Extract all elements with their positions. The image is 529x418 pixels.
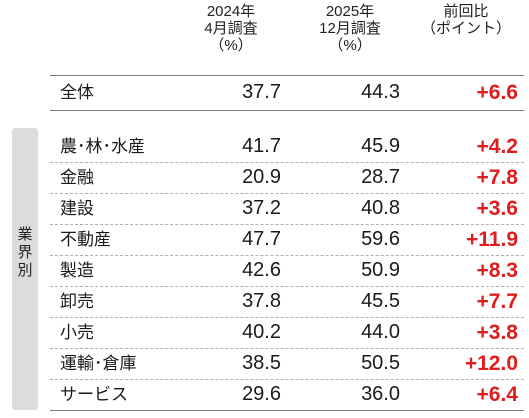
row-divider — [50, 162, 524, 163]
overall-divider — [50, 110, 524, 111]
header-2024-april: 2024年 4月調査 （%） — [183, 3, 279, 54]
row-value-2024: 47.7 — [242, 228, 281, 250]
row-value-2025: 59.6 — [361, 228, 400, 250]
table-row: 製造 42.6 50.9 +8.3 — [50, 255, 524, 286]
row-value-2025: 45.5 — [361, 290, 400, 312]
table-row-overall: 全体 37.7 44.3 +6.6 — [50, 77, 524, 108]
row-divider — [50, 348, 524, 349]
industry-group-label: 業界別 — [17, 226, 33, 279]
row-category: 全体 — [60, 83, 94, 102]
row-value-2025: 44.3 — [361, 81, 400, 103]
row-change: +4.2 — [476, 135, 518, 158]
row-value-2025: 45.9 — [361, 135, 400, 157]
row-category: 建設 — [60, 199, 94, 218]
table-row: 不動産 47.7 59.6 +11.9 — [50, 224, 524, 255]
row-value-2024: 29.6 — [242, 383, 281, 405]
table-row: 運輸･倉庫 38.5 50.5 +12.0 — [50, 348, 524, 379]
row-change: +6.6 — [476, 81, 518, 104]
row-category: 運輸･倉庫 — [60, 354, 137, 373]
header-2024-line2: 4月調査 — [204, 20, 258, 37]
row-change: +11.9 — [466, 228, 518, 251]
row-change: +12.0 — [464, 352, 518, 375]
row-value-2024: 37.2 — [242, 197, 281, 219]
row-value-2025: 28.7 — [361, 166, 400, 188]
row-change: +7.7 — [476, 290, 518, 313]
row-divider — [50, 255, 524, 256]
row-divider — [50, 193, 524, 194]
row-divider — [50, 379, 524, 380]
header-divider — [50, 75, 524, 76]
row-value-2025: 36.0 — [361, 383, 400, 405]
row-divider — [50, 317, 524, 318]
row-change: +3.8 — [476, 321, 518, 344]
table-row: 金融 20.9 28.7 +7.8 — [50, 162, 524, 193]
row-change: +3.6 — [476, 197, 518, 220]
header-2025-line1: 2025年 — [325, 3, 375, 20]
row-change: +6.4 — [476, 383, 518, 406]
header-2025-line2: 12月調査 — [319, 20, 381, 37]
row-category: 小売 — [60, 323, 94, 342]
header-change-line1: 前回比 — [443, 3, 489, 20]
table-row: 農･林･水産 41.7 45.9 +4.2 — [50, 131, 524, 162]
header-2025-december: 2025年 12月調査 （%） — [302, 3, 398, 54]
header-change-line2: （ポイント） — [420, 20, 511, 37]
row-category: 農･林･水産 — [60, 137, 145, 156]
header-2025-line3: （%） — [328, 37, 372, 54]
row-value-2025: 50.5 — [361, 352, 400, 374]
industry-group-bar — [12, 128, 38, 410]
row-category: 不動産 — [60, 230, 111, 249]
row-value-2024: 37.8 — [242, 290, 281, 312]
row-category: 卸売 — [60, 292, 94, 311]
row-divider — [50, 286, 524, 287]
row-value-2025: 50.9 — [361, 259, 400, 281]
table-row: 小売 40.2 44.0 +3.8 — [50, 317, 524, 348]
table-row: 卸売 37.8 45.5 +7.7 — [50, 286, 524, 317]
row-value-2024: 41.7 — [242, 135, 281, 157]
table-bottom-border — [50, 410, 524, 411]
row-divider — [50, 224, 524, 225]
row-value-2024: 40.2 — [242, 321, 281, 343]
header-change: 前回比 （ポイント） — [418, 3, 514, 37]
row-category: サービス — [60, 385, 128, 404]
row-value-2024: 42.6 — [242, 259, 281, 281]
header-2024-line3: （%） — [209, 37, 253, 54]
row-value-2024: 20.9 — [242, 166, 281, 188]
row-change: +8.3 — [476, 259, 518, 282]
table-row: サービス 29.6 36.0 +6.4 — [50, 379, 524, 410]
row-change: +7.8 — [476, 166, 518, 189]
table-row: 建設 37.2 40.8 +3.6 — [50, 193, 524, 224]
row-value-2024: 38.5 — [242, 352, 281, 374]
row-category: 製造 — [60, 261, 94, 280]
row-value-2025: 44.0 — [361, 321, 400, 343]
row-value-2025: 40.8 — [361, 197, 400, 219]
header-2024-line1: 2024年 — [206, 3, 256, 20]
row-value-2024: 37.7 — [242, 81, 281, 103]
row-category: 金融 — [60, 168, 94, 187]
